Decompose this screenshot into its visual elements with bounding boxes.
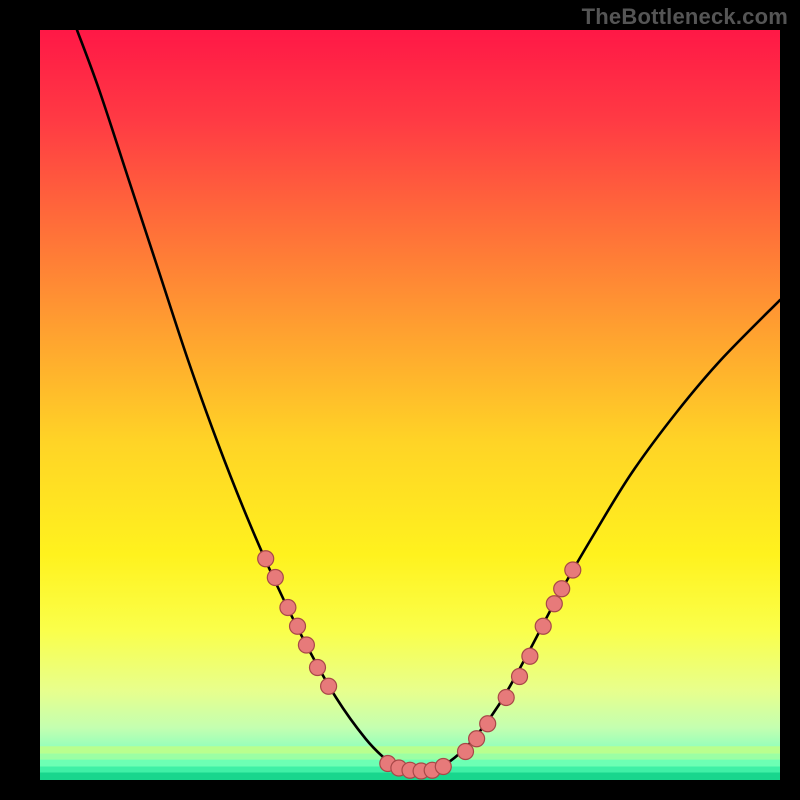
curve-marker bbox=[435, 759, 451, 775]
curve-marker bbox=[522, 648, 538, 664]
curve-marker bbox=[321, 678, 337, 694]
curve-marker bbox=[535, 618, 551, 634]
curve-marker bbox=[512, 669, 528, 685]
curve-marker bbox=[480, 716, 496, 732]
curve-marker bbox=[546, 596, 562, 612]
curve-marker bbox=[469, 731, 485, 747]
curve-marker bbox=[267, 570, 283, 586]
watermark-text: TheBottleneck.com bbox=[582, 4, 788, 30]
curve-marker bbox=[290, 618, 306, 634]
bottleneck-chart-svg bbox=[40, 30, 780, 780]
curve-marker bbox=[498, 690, 514, 706]
curve-marker bbox=[554, 581, 570, 597]
curve-marker bbox=[565, 562, 581, 578]
curve-marker bbox=[258, 551, 274, 567]
plot-area bbox=[40, 30, 780, 780]
chart-background bbox=[40, 30, 780, 780]
curve-marker bbox=[298, 637, 314, 653]
curve-marker bbox=[280, 600, 296, 616]
curve-marker bbox=[458, 744, 474, 760]
curve-marker bbox=[310, 660, 326, 676]
